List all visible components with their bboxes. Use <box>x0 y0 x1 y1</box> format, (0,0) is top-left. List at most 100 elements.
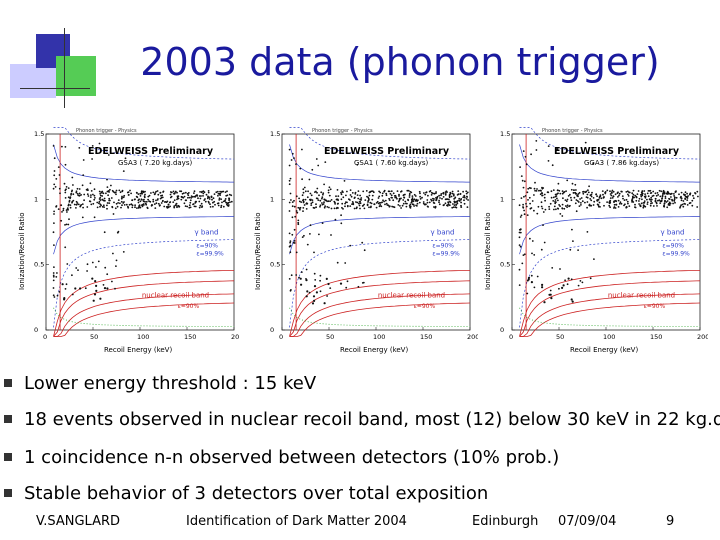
data-point <box>530 281 533 284</box>
data-point <box>576 194 578 197</box>
data-point <box>71 176 74 179</box>
data-point <box>193 205 196 208</box>
data-point <box>523 180 526 183</box>
data-point <box>340 222 343 225</box>
nuclear-band-curve <box>519 302 701 337</box>
data-point <box>91 145 94 147</box>
data-point <box>212 205 214 208</box>
data-point <box>220 204 223 207</box>
data-point <box>52 187 55 190</box>
data-point <box>394 196 397 199</box>
data-point <box>419 198 422 200</box>
data-point <box>214 203 216 206</box>
data-point <box>53 157 56 160</box>
data-point <box>291 152 294 155</box>
data-point <box>392 199 395 202</box>
data-point <box>466 206 469 208</box>
data-point <box>451 206 454 209</box>
plot-title: EDELWEISS Preliminary <box>88 146 214 157</box>
data-point <box>531 252 533 255</box>
data-point <box>686 204 689 206</box>
data-point <box>608 204 611 207</box>
data-point <box>93 194 96 197</box>
data-point <box>652 205 655 207</box>
data-point <box>67 187 70 189</box>
data-point <box>62 207 65 210</box>
data-point <box>309 224 312 227</box>
data-point <box>354 191 357 194</box>
data-point <box>390 194 393 197</box>
data-point <box>412 199 414 201</box>
data-point <box>115 265 117 267</box>
data-point <box>139 200 142 203</box>
data-point <box>65 223 68 226</box>
data-point <box>325 277 328 280</box>
data-point <box>357 197 360 200</box>
data-point <box>194 196 197 198</box>
data-point <box>336 261 339 264</box>
data-point <box>595 193 597 196</box>
data-point <box>518 244 521 246</box>
data-point <box>561 192 564 195</box>
data-point <box>632 196 634 199</box>
data-point <box>81 184 84 187</box>
data-point <box>463 202 466 205</box>
data-point <box>117 202 119 204</box>
data-point <box>292 241 295 244</box>
data-point <box>202 195 204 197</box>
data-point <box>582 192 585 195</box>
data-point <box>53 266 55 268</box>
data-point <box>144 190 146 193</box>
data-point <box>186 192 189 195</box>
data-point <box>680 195 682 198</box>
data-point <box>80 194 82 196</box>
data-point <box>133 198 136 201</box>
data-point <box>313 251 315 254</box>
data-point <box>293 228 296 231</box>
data-point <box>453 204 456 206</box>
data-point <box>106 186 109 188</box>
data-point <box>60 204 63 207</box>
data-point <box>300 283 303 286</box>
data-point <box>413 193 416 196</box>
data-point <box>652 194 655 197</box>
data-point <box>198 200 201 203</box>
data-point <box>457 193 460 196</box>
data-point <box>539 193 542 196</box>
data-point <box>518 268 521 271</box>
data-point <box>650 200 652 203</box>
data-point <box>520 175 523 177</box>
data-point <box>675 196 678 199</box>
data-point <box>408 192 411 195</box>
data-point <box>620 202 623 205</box>
data-point <box>679 205 682 208</box>
data-point <box>327 191 330 194</box>
data-point <box>555 201 557 203</box>
data-point <box>378 202 381 204</box>
data-point <box>95 284 98 287</box>
data-point <box>344 262 347 264</box>
data-point <box>522 203 524 206</box>
data-point <box>349 244 352 247</box>
plot-frame <box>45 133 235 331</box>
data-point <box>193 190 196 193</box>
data-point <box>661 194 664 197</box>
x-tick-label: 100 <box>603 333 615 341</box>
data-point <box>378 205 381 208</box>
data-point <box>71 293 74 296</box>
scatter-plot-gsa3: Phonon trigger - Physics EDELWEISS Prelim… <box>18 127 239 354</box>
data-point <box>524 155 527 158</box>
data-point <box>625 198 628 201</box>
data-point <box>106 207 108 210</box>
data-point <box>289 289 292 292</box>
data-point <box>577 284 580 287</box>
data-point <box>433 206 435 208</box>
data-point <box>357 285 360 288</box>
data-point <box>298 200 301 203</box>
data-point <box>449 201 452 204</box>
data-point <box>289 177 292 180</box>
data-point <box>647 195 650 198</box>
data-point <box>329 188 332 191</box>
data-point <box>220 191 223 193</box>
data-point <box>537 205 540 208</box>
